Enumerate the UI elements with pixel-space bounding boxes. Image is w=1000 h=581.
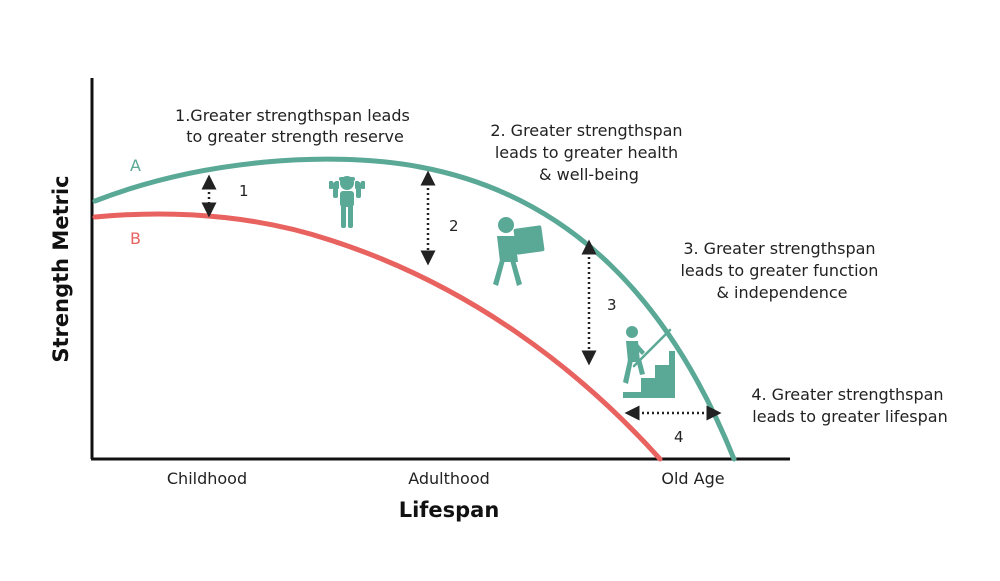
x-tick-childhood: Childhood xyxy=(167,469,247,488)
curve-a-label: A xyxy=(130,156,141,175)
x-axis-title: Lifespan xyxy=(399,498,500,522)
callout-2: 2. Greater strengthspan leads to greater… xyxy=(490,121,687,184)
stair-climber-icon xyxy=(623,326,675,398)
box-carrier-icon xyxy=(493,217,545,286)
x-tick-adulthood: Adulthood xyxy=(408,469,490,488)
marker-3: 3 xyxy=(607,296,617,314)
marker-2: 2 xyxy=(449,217,459,235)
curve-b xyxy=(92,211,663,462)
marker-1: 1 xyxy=(239,182,249,200)
callout-4: 4. Greater strengthspan leads to greater… xyxy=(751,385,948,426)
curve-b-label: B xyxy=(130,229,141,248)
x-tick-old-age: Old Age xyxy=(661,469,724,488)
marker-4: 4 xyxy=(674,428,684,446)
dumbbell-lifter-icon xyxy=(329,176,365,228)
callout-1: 1.Greater strengthspan leads to greater … xyxy=(175,106,415,146)
y-axis-title: Strength Metric xyxy=(49,175,73,362)
callout-3: 3. Greater strengthspan leads to greater… xyxy=(680,239,883,302)
